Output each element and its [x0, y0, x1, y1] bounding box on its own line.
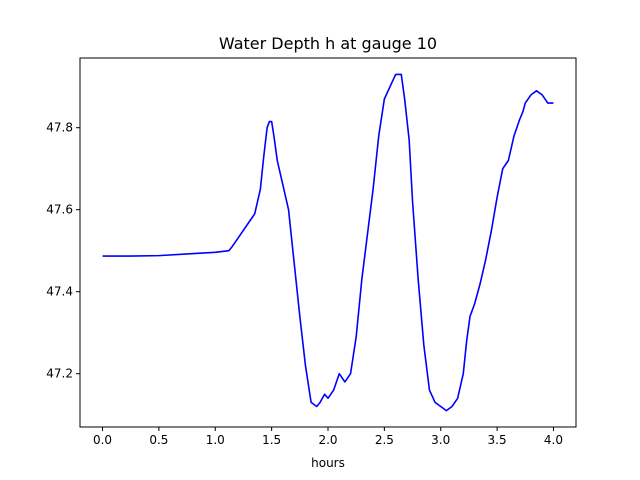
series-line-0 [102, 73, 554, 412]
x-tick-label: 4.0 [544, 433, 563, 447]
y-tick-label: 47.8 [46, 121, 73, 135]
x-tick-label: 1.0 [206, 433, 225, 447]
plot-frame [79, 57, 577, 428]
x-tick-label: 1.5 [262, 433, 281, 447]
y-tick-label: 47.6 [46, 203, 73, 217]
x-tick-label: 3.5 [488, 433, 507, 447]
x-tick-label: 3.0 [431, 433, 450, 447]
x-tick-label: 0.0 [93, 433, 112, 447]
plot-area [80, 58, 576, 427]
y-tick-label: 47.2 [46, 367, 73, 381]
x-tick-label: 0.5 [149, 433, 168, 447]
series-layer [102, 73, 554, 412]
x-axis-label: hours [311, 456, 345, 470]
y-tick-label: 47.4 [46, 285, 73, 299]
x-tick-label: 2.0 [318, 433, 337, 447]
x-tick-label: 2.5 [375, 433, 394, 447]
chart-title: Water Depth h at gauge 10 [219, 34, 437, 53]
ticks-layer: 0.0 0.5 1.0 1.5 2.0 2.5 3.0 3.5 4.0 47.2 47.4 47.6 4… [46, 121, 563, 447]
